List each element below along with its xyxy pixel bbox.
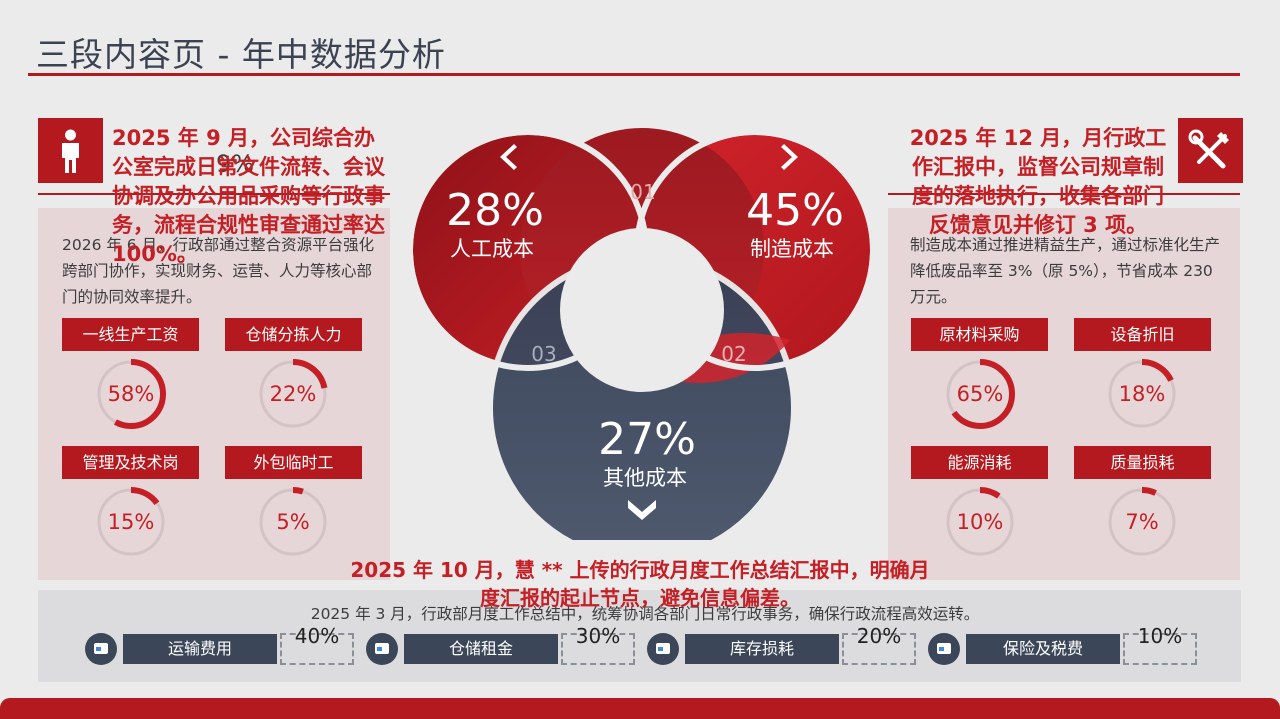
person-icon (62, 129, 79, 173)
venn-diagram: 28% 人工成本 45% 制造成本 27% 其他成本 01 03 02 (407, 128, 876, 540)
bottom-item-3-percent: 20% (856, 624, 902, 648)
left-item-3-tag: 管理及技术岗 (62, 446, 199, 479)
venn-right-percent: 45% (746, 185, 844, 236)
chevron-down-icon (628, 500, 656, 520)
right-item-1-ring (944, 358, 1016, 430)
bottom-item-2-icon (366, 633, 398, 665)
right-item-3-tag: 能源消耗 (911, 446, 1048, 479)
left-item-2-ring (257, 358, 329, 430)
left-panel (38, 208, 390, 580)
bottom-item-3-box (842, 633, 916, 665)
venn-num-03: 03 (531, 342, 556, 366)
bottom-item-3-label: 库存损耗 (685, 634, 839, 664)
ring-progress-arc (258, 487, 328, 557)
venn-left-label: 人工成本 (450, 237, 534, 261)
page-title: 三段内容页 - 年中数据分析 (36, 35, 446, 74)
venn-left-percent: 28% (446, 185, 544, 236)
bottom-item-1-label: 运输费用 (123, 634, 277, 664)
right-header-line (888, 193, 1240, 195)
bottom-item-4-icon (928, 633, 960, 665)
left-item-2-tag: 仓储分拣人力 (225, 318, 362, 351)
left-item-4-percent: 5% (276, 510, 310, 534)
ring-progress-arc (1107, 487, 1177, 557)
chevron-left-icon (500, 144, 517, 170)
tools-icon (1188, 129, 1229, 169)
footer-bar (0, 698, 1280, 719)
venn-bottom-label: 其他成本 (603, 466, 687, 490)
bottom-item-4-label: 保险及税费 (966, 634, 1120, 664)
right-headline: 2025 年 12 月，月行政工作汇报中，监督公司规章制度的落地执行，收集各部门… (909, 126, 1167, 237)
center-headline: 2025 年 10 月，慧 ** 上传的行政月度工作总结汇报中，明确月度汇报的起… (350, 558, 930, 610)
left-item-4-ring (257, 486, 329, 558)
right-icon-box (1178, 118, 1243, 183)
left-item-4-tag: 外包临时工 (225, 446, 362, 479)
left-overlap-percent: 9% (216, 150, 255, 178)
venn-num-02: 02 (721, 342, 746, 366)
left-header-line (38, 193, 390, 195)
right-item-4-percent: 7% (1125, 510, 1159, 534)
right-body-text: 制造成本通过推进精益生产，通过标准化生产降低废品率至 3%（原 5%），节省成本… (910, 236, 1221, 306)
chevron-right-icon (781, 144, 798, 170)
left-item-1-percent: 58% (107, 382, 155, 406)
right-item-1-tag: 原材料采购 (911, 318, 1048, 351)
left-item-2-percent: 22% (269, 382, 317, 406)
ring-progress-arc (945, 359, 1015, 429)
right-item-2-tag: 设备折旧 (1074, 318, 1211, 351)
center-body-text: 2025 年 3 月，行政部月度工作总结中，统筹协调各部门日常行政事务，确保行政… (310, 605, 980, 623)
venn-bottom-percent: 27% (598, 414, 696, 465)
right-item-3-percent: 10% (956, 510, 1004, 534)
left-icon-box (38, 118, 103, 183)
bottom-item-3-icon (647, 633, 679, 665)
right-item-1-percent: 65% (956, 382, 1004, 406)
ring-progress-arc (945, 487, 1015, 557)
bottom-item-1-percent: 40% (294, 624, 340, 648)
venn-num-01: 01 (630, 180, 655, 204)
right-item-3-ring (944, 486, 1016, 558)
left-item-1-tag: 一线生产工资 (62, 318, 199, 351)
left-body-text: 2026 年 6 月，行政部通过整合资源平台强化跨部门协作，实现财务、运营、人力… (62, 236, 375, 306)
ring-progress-arc (258, 359, 328, 429)
bottom-item-1-icon (85, 633, 117, 665)
left-item-1-ring (95, 358, 167, 430)
right-item-2-percent: 18% (1118, 382, 1166, 406)
left-headline: 2025 年 9 月，公司综合办公室完成日常文件流转、会议协调及办公用品采购等行… (112, 126, 385, 266)
venn-right-label: 制造成本 (750, 237, 834, 261)
bottom-item-2-percent: 30% (575, 624, 621, 648)
right-item-4-ring (1106, 486, 1178, 558)
bottom-item-4-box (1123, 633, 1197, 665)
right-item-2-ring (1106, 358, 1178, 430)
title-underline (28, 73, 1240, 76)
ring-progress-arc (96, 487, 166, 557)
ring-progress-arc (1107, 359, 1177, 429)
ring-progress-arc (96, 359, 166, 429)
venn-center (560, 228, 724, 392)
bottom-item-2-box (561, 633, 635, 665)
bottom-item-2-label: 仓储租金 (404, 634, 558, 664)
bottom-item-4-percent: 10% (1137, 624, 1183, 648)
left-item-3-percent: 15% (107, 510, 155, 534)
right-item-4-tag: 质量损耗 (1074, 446, 1211, 479)
bottom-item-1-box (280, 633, 354, 665)
left-item-3-ring (95, 486, 167, 558)
